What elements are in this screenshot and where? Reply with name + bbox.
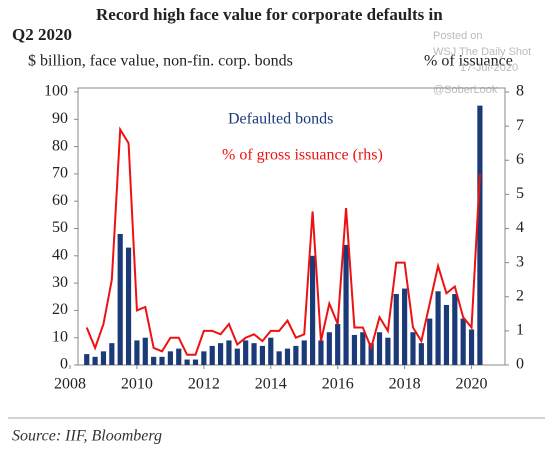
chart-title: Q2 2020 <box>12 25 72 44</box>
y2-tick-label: 3 <box>516 253 524 270</box>
bar <box>251 343 257 365</box>
y-tick-label: 90 <box>52 110 68 127</box>
x-tick-label: 2012 <box>188 376 220 393</box>
bar <box>301 340 307 365</box>
bar <box>243 340 249 365</box>
y-tick-label: 0 <box>60 356 68 373</box>
y-axis-label: $ billion, face value, non-fin. corp. bo… <box>28 53 293 70</box>
bar <box>84 354 90 365</box>
x-tick-label: 2010 <box>121 376 153 393</box>
y2-tick-label: 6 <box>516 151 524 168</box>
bar <box>293 345 299 365</box>
bar <box>109 343 115 365</box>
x-tick-label: 2018 <box>389 376 421 393</box>
bar <box>276 351 282 365</box>
x-tick-label: 2008 <box>54 376 86 393</box>
bar <box>368 343 374 365</box>
bar <box>192 359 199 365</box>
bar <box>318 340 324 365</box>
watermark: @SoberLook <box>433 84 498 96</box>
bar <box>92 356 98 365</box>
bar <box>460 318 466 365</box>
bar <box>435 291 441 365</box>
watermark: Posted on <box>433 30 483 42</box>
bar <box>427 318 433 365</box>
y2-tick-label: 1 <box>516 322 524 339</box>
bar <box>452 294 458 365</box>
chart-title: Record high face value for corporate def… <box>96 5 443 24</box>
bar <box>100 351 107 365</box>
bar <box>326 332 332 365</box>
y2-tick-label: 8 <box>516 83 524 100</box>
bar <box>284 348 291 365</box>
bar <box>176 348 182 365</box>
bar <box>310 255 316 365</box>
bar <box>151 356 157 365</box>
bar <box>468 329 475 365</box>
x-tick-label: 2020 <box>456 376 488 393</box>
bar <box>125 247 132 365</box>
y-tick-label: 40 <box>52 246 68 263</box>
y-tick-label: 60 <box>52 192 68 209</box>
x-tick-label: 2014 <box>255 376 287 393</box>
y-tick-label: 80 <box>52 137 68 154</box>
bar <box>343 244 349 365</box>
y-tick-label: 10 <box>52 328 68 345</box>
y-tick-label: 100 <box>44 83 68 100</box>
bar <box>167 351 173 365</box>
bar <box>201 351 207 365</box>
watermark: WSJ The Daily Shot <box>433 46 531 58</box>
bar <box>134 340 140 365</box>
bar <box>385 337 391 365</box>
bar <box>410 332 416 365</box>
bar <box>259 345 265 365</box>
watermark: 17-Jul-2020 <box>460 62 518 74</box>
x-tick-label: 2016 <box>322 376 354 393</box>
legend-label: % of gross issuance (rhs) <box>222 147 383 164</box>
bar <box>418 343 424 365</box>
y2-tick-label: 0 <box>516 356 524 373</box>
bar <box>184 359 190 365</box>
y2-tick-label: 4 <box>516 219 524 236</box>
bar <box>443 304 450 365</box>
y2-axis-label: % of issuance <box>424 53 513 70</box>
bar <box>268 337 274 365</box>
bar <box>376 332 383 365</box>
legend-label: Defaulted bonds <box>228 111 333 128</box>
bar <box>402 288 408 365</box>
bar <box>209 345 215 365</box>
bar <box>351 334 358 365</box>
y-tick-label: 70 <box>52 165 68 182</box>
bar <box>217 343 224 365</box>
line <box>85 126 481 356</box>
y-tick-label: 50 <box>52 219 68 236</box>
y-tick-label: 20 <box>52 301 68 318</box>
bar <box>117 233 123 365</box>
y-tick-label: 30 <box>52 274 68 291</box>
bar <box>393 294 399 365</box>
bar <box>335 324 341 365</box>
plot-frame <box>77 87 506 366</box>
bar <box>360 332 366 365</box>
bar <box>159 356 165 365</box>
y2-tick-label: 2 <box>516 287 524 304</box>
source: Source: IIF, Bloomberg <box>12 428 162 445</box>
y2-tick-label: 7 <box>516 117 524 134</box>
bar <box>142 337 148 365</box>
y2-tick-label: 5 <box>516 185 524 202</box>
bar <box>234 348 240 365</box>
bar <box>477 105 483 366</box>
bar <box>226 340 232 365</box>
